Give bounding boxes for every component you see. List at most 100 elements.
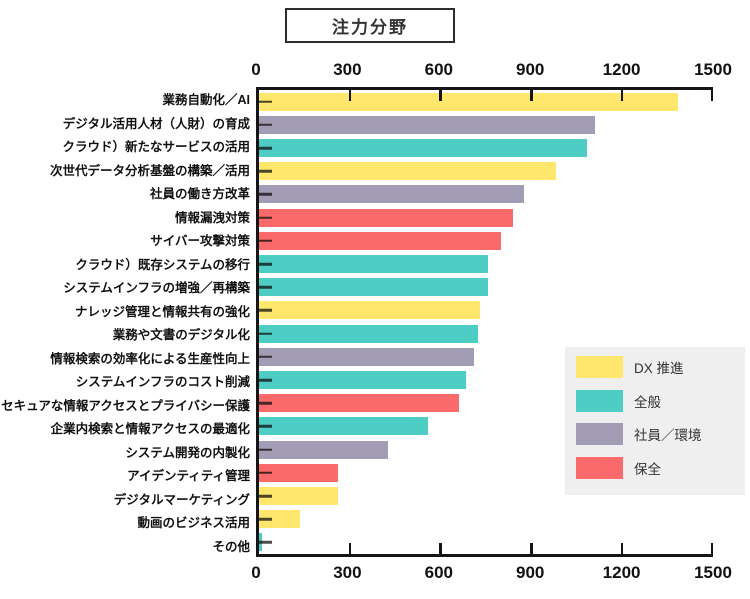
category-label: 動画のビジネス活用 bbox=[137, 516, 250, 531]
category-label: システム開発の内製化 bbox=[125, 445, 250, 460]
y-axis-tick bbox=[259, 239, 272, 243]
legend-swatch-security bbox=[576, 456, 623, 479]
y-axis-tick bbox=[259, 285, 272, 289]
chart-title-box: 注力分野 bbox=[285, 8, 455, 43]
bar-row bbox=[259, 484, 713, 507]
y-axis-tick bbox=[259, 355, 272, 359]
x-tick-top bbox=[710, 90, 713, 101]
bar-dx bbox=[259, 487, 338, 506]
x-tick-bottom bbox=[348, 543, 352, 554]
x-tick-bottom bbox=[530, 543, 533, 554]
bar-row bbox=[259, 438, 713, 461]
x-tick-label-top: 600 bbox=[424, 60, 453, 79]
y-axis-tick bbox=[259, 100, 272, 103]
y-axis-tick bbox=[259, 169, 272, 173]
bar-staff bbox=[259, 347, 474, 366]
bar-staff bbox=[259, 440, 388, 459]
y-axis-tick bbox=[259, 471, 272, 475]
category-label: ナレッジ管理と情報共有の強化 bbox=[74, 304, 250, 319]
x-tick-label-bottom: 900 bbox=[516, 563, 545, 582]
bar-row bbox=[259, 299, 713, 322]
bar-general bbox=[259, 324, 479, 343]
bar-rows bbox=[259, 90, 713, 554]
y-axis-tick bbox=[259, 123, 272, 127]
legend: DX 推進 全般 社員／環境 保全 bbox=[565, 347, 745, 495]
bar-row bbox=[259, 136, 713, 159]
x-tick-bottom bbox=[439, 543, 442, 554]
x-tick-label-bottom: 0 bbox=[251, 563, 261, 582]
bar-staff bbox=[259, 185, 524, 204]
category-label: 情報漏洩対策 bbox=[174, 210, 250, 225]
category-label: システムインフラの増強／再構築 bbox=[63, 281, 250, 296]
category-label: 社員の働き方改革 bbox=[149, 187, 250, 202]
bar-dx bbox=[259, 301, 480, 320]
x-tick-label-top: 900 bbox=[516, 60, 545, 79]
category-label: アイデンティティ管理 bbox=[127, 469, 250, 484]
bar-row bbox=[259, 508, 713, 531]
x-tick-label-top: 1200 bbox=[602, 60, 641, 79]
bar-row bbox=[259, 461, 713, 484]
x-tick-top bbox=[348, 90, 352, 101]
chart-title: 注力分野 bbox=[332, 18, 408, 37]
bar-dx bbox=[259, 92, 679, 111]
bar-row bbox=[259, 252, 713, 275]
bar-general bbox=[259, 417, 429, 436]
category-label: 次世代データ分析基盤の構築／活用 bbox=[49, 163, 250, 178]
y-axis-tick bbox=[259, 262, 272, 266]
bar-general bbox=[259, 255, 488, 274]
bar-dx bbox=[259, 162, 556, 181]
bar-general bbox=[259, 371, 467, 390]
bar-row bbox=[259, 415, 713, 438]
category-label: 業務や文書のデジタル化 bbox=[112, 328, 250, 343]
legend-swatch-general bbox=[576, 389, 623, 412]
y-axis-tick bbox=[259, 309, 272, 312]
x-tick-label-top: 300 bbox=[333, 60, 362, 79]
bar-row bbox=[259, 322, 713, 345]
category-label: システムインフラのコスト削減 bbox=[75, 375, 250, 390]
x-tick-top bbox=[530, 90, 533, 101]
category-label: クラウド）新たなサービスの活用 bbox=[62, 140, 250, 155]
x-tick-label-top: 0 bbox=[251, 60, 261, 79]
legend-swatch-staff bbox=[576, 423, 623, 446]
bar-row bbox=[259, 160, 713, 183]
bar-general bbox=[259, 278, 488, 297]
bar-security bbox=[259, 208, 514, 227]
bar-dx bbox=[259, 510, 300, 529]
legend-item-security: 保全 bbox=[576, 456, 661, 479]
bar-row bbox=[259, 368, 713, 391]
y-axis-tick bbox=[259, 401, 272, 405]
x-tick-top bbox=[439, 90, 442, 101]
bar-general bbox=[259, 139, 588, 157]
y-axis-tick bbox=[259, 448, 272, 451]
plot-area bbox=[256, 87, 713, 557]
category-label: クラウド）既存システムの移行 bbox=[75, 257, 250, 272]
x-tick-top bbox=[620, 90, 624, 101]
legend-swatch-dx bbox=[576, 356, 623, 378]
x-tick-label-top: 1500 bbox=[694, 60, 732, 79]
y-axis-tick bbox=[259, 332, 272, 335]
bar-row bbox=[259, 229, 713, 252]
category-label: 情報検索の効率化による生産性向上 bbox=[50, 351, 250, 366]
y-axis-tick bbox=[259, 216, 272, 219]
x-tick-label-bottom: 600 bbox=[424, 563, 453, 582]
bar-row bbox=[259, 113, 713, 136]
y-axis-tick bbox=[259, 425, 272, 428]
category-label: セキュアな情報アクセスとプライバシー保護 bbox=[1, 398, 250, 413]
y-axis-tick bbox=[259, 146, 272, 150]
bar-security bbox=[259, 231, 502, 250]
category-label: 企業内検索と情報アクセスの最適化 bbox=[50, 422, 250, 437]
y-axis-tick bbox=[259, 193, 272, 196]
y-axis-tick bbox=[259, 541, 272, 544]
bar-row bbox=[259, 276, 713, 299]
legend-item-general: 全般 bbox=[576, 389, 661, 412]
x-tick-bottom bbox=[710, 543, 713, 554]
category-label: サイバー攻撃対策 bbox=[150, 234, 250, 249]
bar-security bbox=[259, 394, 459, 413]
legend-label: 社員／環境 bbox=[634, 428, 702, 444]
legend-label: 全般 bbox=[634, 394, 661, 410]
y-axis-tick bbox=[259, 494, 272, 498]
x-tick-bottom bbox=[620, 543, 624, 554]
category-label: デジタルマーケティング bbox=[113, 492, 250, 507]
legend-item-staff: 社員／環境 bbox=[576, 423, 702, 446]
